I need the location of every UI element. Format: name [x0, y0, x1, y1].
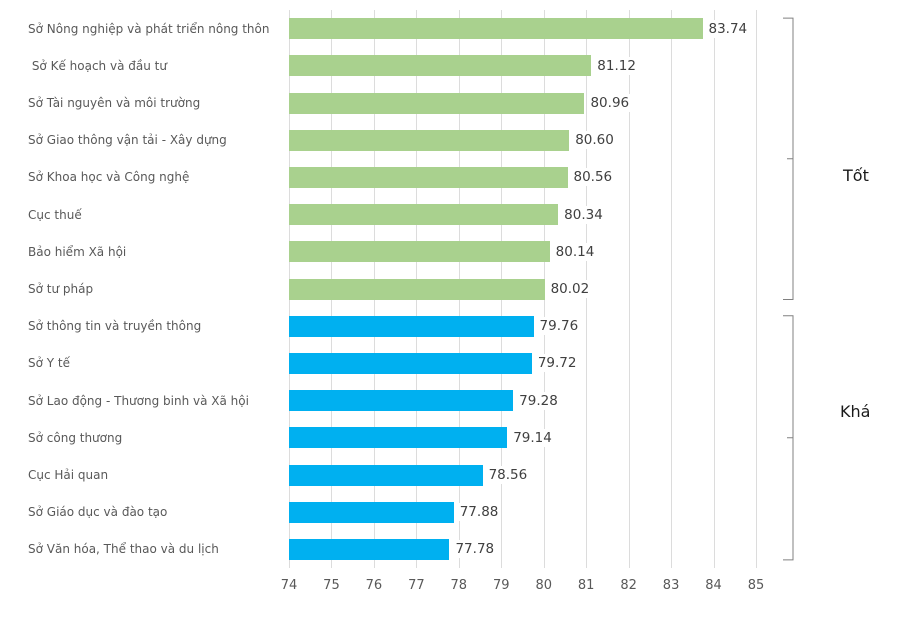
category-label: Sở tư pháp — [28, 282, 94, 296]
bar — [289, 464, 483, 486]
x-tick-label: 85 — [747, 578, 765, 593]
category-label: Cục thuế — [28, 207, 82, 222]
category-label: Sở Văn hóa, Thể thao và du lịch — [28, 542, 219, 557]
category-label: Sở Khoa học và Công nghệ — [28, 170, 190, 185]
bar — [289, 204, 559, 226]
value-label: 77.78 — [453, 540, 497, 559]
group-bracket — [783, 315, 794, 561]
group-label: Tốt — [843, 166, 869, 185]
value-label: 80.96 — [588, 94, 632, 112]
bar — [289, 501, 454, 523]
value-label: 79.72 — [535, 354, 579, 373]
category-label: Sở Lao động - Thương binh và Xã hội — [28, 393, 249, 408]
category-label: Sở Giao thông vận tải - Xây dựng — [28, 133, 227, 148]
bar — [289, 315, 534, 337]
category-label: Sở Y tế — [28, 356, 71, 371]
x-tick-label: 83 — [662, 578, 680, 593]
value-label: 77.88 — [457, 503, 501, 522]
x-tick-label: 78 — [450, 578, 468, 593]
value-label: 81.12 — [595, 56, 638, 75]
bar — [289, 166, 568, 188]
x-tick-label: 77 — [408, 578, 425, 593]
gridline — [756, 10, 757, 568]
category-label: Sở Nông nghiệp và phát triển nông thôn — [28, 21, 270, 36]
value-label: 78.56 — [486, 466, 530, 484]
gridline — [628, 10, 630, 568]
category-label: Bảo hiểm Xã hội — [28, 244, 127, 259]
bar — [289, 241, 550, 263]
value-label: 80.56 — [571, 168, 615, 187]
category-label: Sở Kế hoạch và đầu tư — [28, 58, 167, 73]
category-label: Sở Tài nguyên và môi trường — [28, 96, 201, 110]
value-label: 79.76 — [537, 317, 581, 336]
x-tick-label: 75 — [323, 578, 340, 593]
bar — [289, 278, 545, 300]
category-label: Sở Giáo dục và đào tạo — [28, 505, 168, 520]
x-tick-label: 80 — [535, 578, 552, 593]
bar — [289, 538, 450, 560]
value-label: 80.60 — [573, 131, 616, 150]
bar — [289, 18, 703, 40]
bar — [289, 390, 514, 412]
x-tick-label: 82 — [620, 578, 637, 593]
gridline — [671, 10, 673, 568]
x-tick-label: 81 — [577, 578, 595, 593]
group-label: Khá — [840, 402, 871, 421]
value-label: 83.74 — [706, 19, 750, 38]
x-tick-label: 74 — [280, 578, 298, 593]
category-label: Sở thông tin và truyền thông — [28, 319, 202, 334]
value-label: 80.34 — [562, 205, 605, 224]
value-label: 80.14 — [553, 242, 597, 261]
value-label: 79.14 — [511, 428, 554, 447]
bar — [289, 427, 508, 449]
bar — [289, 92, 585, 114]
gridline — [713, 10, 715, 568]
group-bracket — [783, 17, 794, 300]
value-label: 80.02 — [548, 280, 592, 298]
value-label: 79.28 — [517, 391, 560, 410]
x-tick-label: 79 — [492, 578, 510, 593]
x-tick-label: 84 — [705, 578, 722, 593]
category-label: Cục Hải quan — [28, 468, 109, 482]
bar — [289, 352, 532, 374]
category-label: Sở công thương — [28, 430, 123, 445]
bar — [289, 129, 570, 151]
bar — [289, 55, 592, 77]
x-tick-label: 76 — [365, 578, 383, 593]
